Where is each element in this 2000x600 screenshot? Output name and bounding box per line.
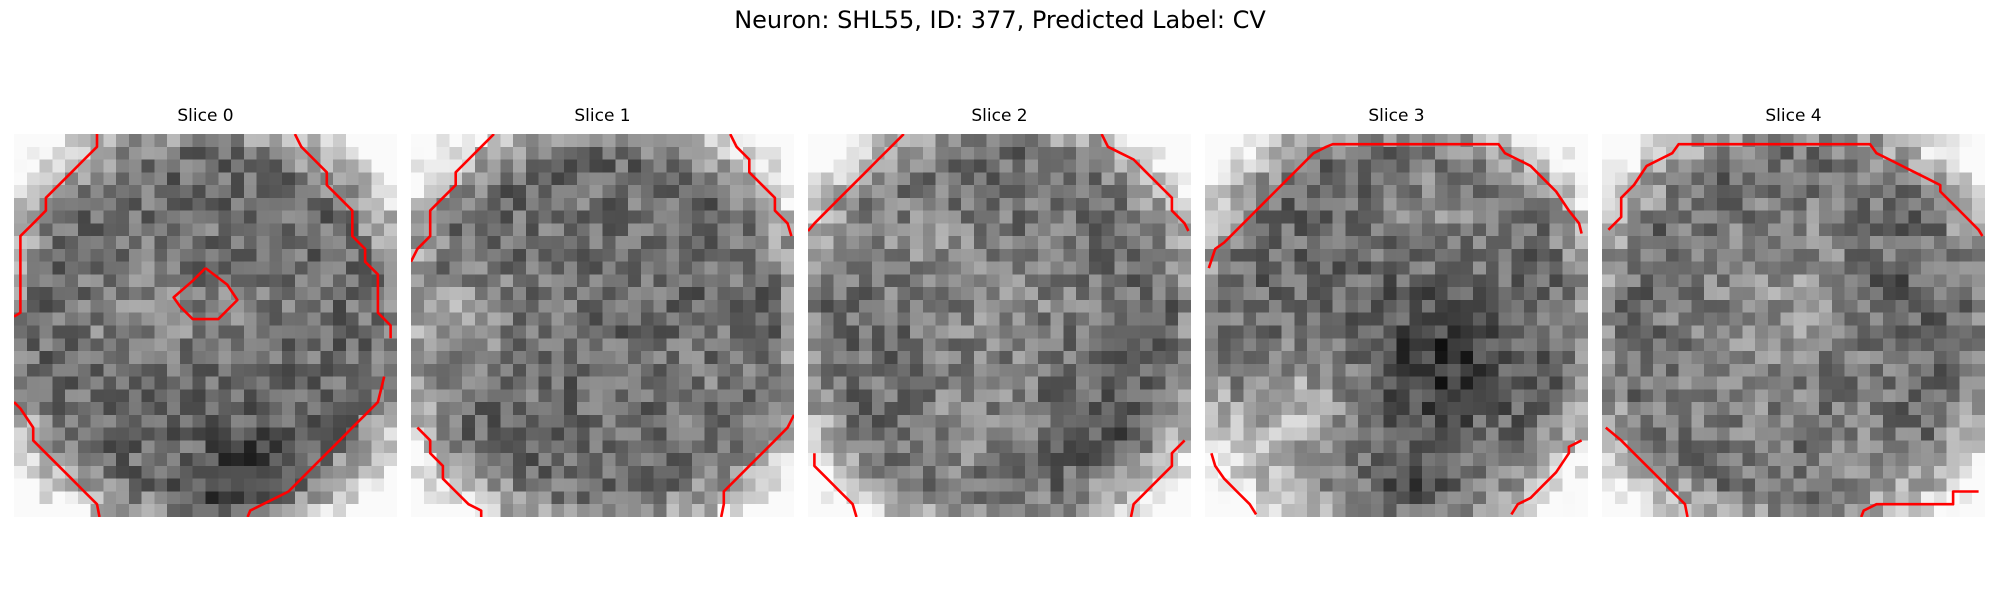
- slice-title-3: Slice 3: [1368, 106, 1425, 126]
- contour-line: [411, 134, 495, 263]
- contour-line: [293, 134, 392, 339]
- grayscale-pixel-grid: [14, 134, 397, 517]
- contour-line: [1207, 142, 1583, 269]
- slice-panel-1: Slice 1: [411, 106, 794, 519]
- grayscale-pixel-grid: [1602, 134, 1985, 517]
- slice-panel-4: Slice 4: [1602, 106, 1985, 519]
- contour-line: [813, 453, 858, 517]
- grayscale-pixel-grid: [411, 134, 794, 517]
- contour-line: [14, 401, 101, 517]
- slice-title-4: Slice 4: [1765, 106, 1822, 126]
- slice-title-2: Slice 2: [971, 106, 1028, 126]
- contour-line: [1100, 134, 1190, 232]
- grayscale-pixel-grid: [1205, 134, 1588, 517]
- slice-panel-3: Slice 3: [1205, 106, 1588, 519]
- contour-line: [1210, 452, 1258, 516]
- contour-line: [729, 134, 793, 237]
- contour-line: [1510, 439, 1583, 516]
- slice-image-2: [808, 134, 1191, 517]
- slice-image-4: [1602, 134, 1985, 517]
- slice-title-1: Slice 1: [574, 106, 631, 126]
- slice-image-1: [411, 134, 794, 517]
- contour-line: [1607, 142, 1984, 237]
- contour-line: [246, 376, 386, 517]
- slice-title-0: Slice 0: [177, 106, 234, 126]
- figure-title: Neuron: SHL55, ID: 377, Predicted Label:…: [734, 6, 1266, 34]
- contour-line: [1129, 439, 1186, 517]
- contour-line: [172, 267, 239, 321]
- contour-line: [14, 134, 99, 318]
- contour-line: [1859, 490, 1979, 517]
- slice-image-3: [1205, 134, 1588, 517]
- grayscale-pixel-grid: [808, 134, 1191, 517]
- slice-panel-2: Slice 2: [808, 106, 1191, 519]
- slice-panel-0: Slice 0: [14, 106, 397, 519]
- contour-line: [719, 414, 794, 517]
- contour-line: [808, 134, 905, 232]
- slice-image-0: [14, 134, 397, 517]
- contour-line: [1604, 426, 1689, 517]
- contour-line: [416, 426, 483, 517]
